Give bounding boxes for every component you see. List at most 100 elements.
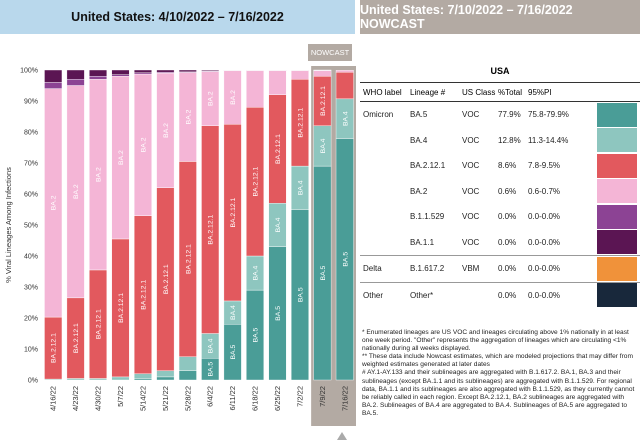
bar-segment-label: BA.4: [230, 305, 237, 320]
bar-segment: [156, 370, 175, 378]
bar-segment: [89, 69, 108, 77]
header-lineage: Lineage #: [410, 87, 446, 97]
pct-total: 0.0%: [498, 237, 517, 247]
pi-range: 7.8-9.5%: [528, 161, 561, 171]
bar-segment-label: BA.2.12.1: [253, 166, 260, 196]
bar-segment-label: BA.2.12.1: [96, 309, 103, 339]
bar-segment-label: BA.2.12.1: [118, 293, 125, 323]
bar-segment: [313, 70, 332, 77]
color-swatch: [597, 128, 637, 153]
table-row: Delta B.1.617.2 VBM 0.0% 0.0-0.0%: [360, 255, 640, 282]
x-tick-label: 4/23/22: [71, 386, 80, 411]
table-header-row: WHO label Lineage # US Class %Total 95%P…: [360, 83, 640, 102]
bar-segment-label: BA.2: [163, 123, 170, 138]
table-body: Omicron BA.5 VOC 77.9% 75.8-79.9% BA.4 V…: [360, 102, 640, 308]
bar-segment-label: BA.4: [253, 265, 260, 280]
x-tick-label: 5/28/22: [183, 386, 192, 411]
y-tick-label: 80%: [24, 130, 38, 137]
us-class: VOC: [462, 212, 480, 222]
lineage: BA.1.1: [410, 237, 435, 247]
bar-segment: [66, 69, 85, 80]
scroll-up-arrow-icon[interactable]: [337, 432, 347, 440]
lineage: BA.2: [410, 186, 428, 196]
table-row: BA.4 VOC 12.8% 11.3-14.4%: [360, 128, 640, 154]
y-tick-label: 30%: [24, 285, 38, 292]
bar-segment: [66, 378, 85, 381]
bar-segment-label: BA.4: [208, 338, 215, 353]
x-tick-label: 4/30/22: [94, 386, 103, 411]
bar-segment: [335, 71, 354, 100]
bar-segment: [268, 70, 287, 95]
footnote-3: # AY.1-AY.133 and their sublineages are …: [362, 369, 635, 417]
header-who-label: WHO label: [363, 87, 402, 97]
bar-segment-label: BA.2.12.1: [275, 134, 282, 164]
nowcast-table: USA WHO label Lineage # US Class %Total …: [360, 60, 640, 308]
bar-segment-label: BA.2.12.1: [185, 244, 192, 274]
x-tick-label: 5/14/22: [138, 386, 147, 411]
lineage: Other*: [410, 290, 434, 300]
color-swatch: [597, 230, 637, 255]
bar-segment: [133, 373, 152, 379]
who-label: Omicron: [363, 110, 394, 120]
y-tick-label: 0%: [28, 378, 38, 385]
bar-segment-label: BA.2.12.1: [163, 264, 170, 294]
bar-segment-label: BA.2: [73, 184, 80, 199]
color-swatch: [597, 283, 637, 308]
x-tick-label: 7/16/22: [340, 386, 349, 411]
x-tick-label: 6/11/22: [228, 386, 237, 410]
nowcast-label: NOWCAST: [308, 44, 352, 61]
bar-segment: [89, 76, 108, 80]
left-header: United States: 4/10/2022 – 7/16/2022: [0, 0, 355, 34]
us-class: VOC: [462, 110, 480, 120]
x-tick-label: 6/4/22: [206, 386, 215, 407]
table-row: Omicron BA.5 VOC 77.9% 75.8-79.9%: [360, 102, 640, 128]
pct-total: 0.0%: [498, 212, 517, 222]
pct-total: 12.8%: [498, 135, 521, 145]
stacked-bar-chart: % Viral Lineages Among Infections 0% 10% 20…: [4, 66, 356, 426]
lineage: BA.4: [410, 135, 428, 145]
bar-segment-label: BA.5: [230, 345, 237, 360]
bar-segment-label: BA.2.12.1: [140, 280, 147, 310]
bar-segment: [44, 69, 63, 83]
lineage: B.1.617.2: [410, 264, 445, 274]
header-95pi: 95%PI: [528, 87, 552, 97]
y-tick-label: 70%: [24, 161, 38, 168]
table-row: BA.2.12.1 VOC 8.6% 7.8-9.5%: [360, 153, 640, 179]
footnotes: * Enumerated lineages are US VOC and lin…: [362, 329, 638, 418]
bar-segment-label: BA.2.12.1: [73, 323, 80, 353]
pi-range: 0.0-0.0%: [528, 237, 561, 247]
table-row: B.1.1.529 VOC 0.0% 0.0-0.0%: [360, 204, 640, 230]
lineage: BA.2.12.1: [410, 161, 446, 171]
lineage: B.1.1.529: [410, 212, 445, 222]
bar-segment: [178, 356, 197, 371]
x-tick-label: 4/16/22: [49, 386, 58, 411]
bar-segment: [89, 378, 108, 381]
bar-segment-label: BA.2.12.1: [230, 197, 237, 227]
footnote-1: * Enumerated lineages are US VOC and lin…: [362, 329, 629, 353]
header-us-class: US Class: [462, 87, 496, 97]
bar-segment: [178, 370, 197, 381]
pct-total: 0.6%: [498, 186, 517, 196]
header-pct-total: %Total: [498, 87, 523, 97]
y-tick-label: 20%: [24, 316, 38, 323]
color-swatch: [597, 204, 637, 229]
table-row: Other Other* 0.0% 0.0-0.0%: [360, 281, 640, 309]
us-class: VOC: [462, 161, 480, 171]
bar-segment-label: BA.2.12.1: [320, 86, 327, 116]
x-tick-label: 5/7/22: [116, 386, 125, 407]
bar-segment-label: BA.2.12.1: [208, 215, 215, 245]
bar-segment-label: BA.4: [275, 217, 282, 232]
bar-segment-label: BA.5: [275, 306, 282, 321]
bar-segment-label: BA.5: [208, 362, 215, 377]
bar-segment: [111, 69, 130, 75]
footnote-2: ** These data include Nowcast estimates,…: [362, 353, 633, 369]
pi-range: 0.6-0.7%: [528, 186, 561, 196]
us-class: VOC: [462, 237, 480, 247]
bar-segment-label: BA.5: [297, 287, 304, 302]
bar-segment: [156, 69, 175, 73]
pi-range: 11.3-14.4%: [528, 135, 569, 145]
bar-segment-label: BA.4: [320, 138, 327, 153]
y-tick-label: 60%: [24, 192, 38, 199]
bar-segment-label: BA.4: [297, 180, 304, 195]
bar-segment-label: BA.2: [230, 90, 237, 105]
